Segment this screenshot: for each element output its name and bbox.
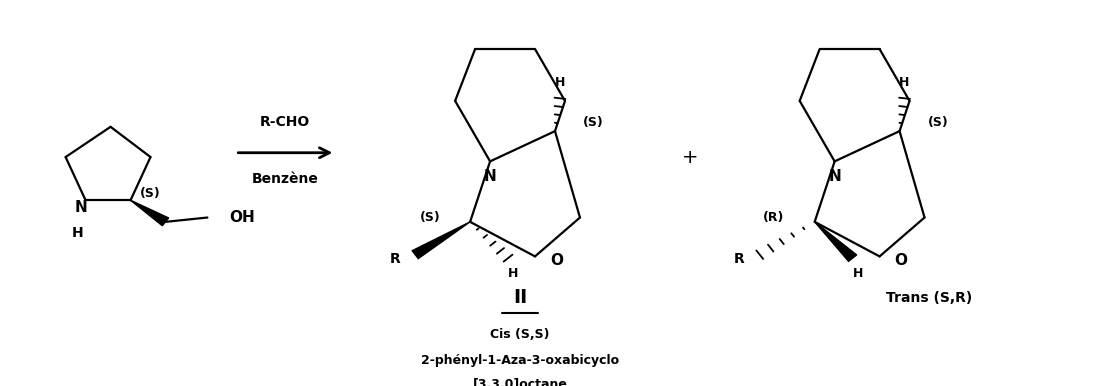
Text: H: H: [508, 267, 518, 280]
Text: R: R: [390, 252, 400, 266]
Text: R: R: [734, 252, 745, 266]
Text: Cis (S,S): Cis (S,S): [490, 328, 550, 341]
Text: II: II: [513, 288, 528, 307]
Polygon shape: [130, 200, 169, 226]
Text: (R): (R): [763, 211, 785, 224]
Polygon shape: [815, 222, 857, 261]
Text: H: H: [900, 76, 910, 89]
Text: H: H: [72, 226, 84, 240]
Text: O: O: [550, 253, 563, 268]
Text: H: H: [852, 267, 863, 280]
Text: [3.3.0]octane: [3.3.0]octane: [473, 378, 567, 386]
Text: Benzène: Benzène: [252, 172, 319, 186]
Text: (S): (S): [140, 187, 161, 200]
Text: H: H: [555, 76, 565, 89]
Text: OH: OH: [230, 210, 255, 225]
Text: (S): (S): [583, 116, 604, 129]
Text: 2-phényl-1-Aza-3-oxabicyclo: 2-phényl-1-Aza-3-oxabicyclo: [421, 354, 619, 367]
Polygon shape: [412, 222, 470, 259]
Text: N: N: [828, 169, 841, 185]
Text: +: +: [681, 147, 698, 166]
Text: R-CHO: R-CHO: [261, 115, 310, 129]
Text: N: N: [484, 169, 497, 185]
Text: (S): (S): [420, 211, 440, 224]
Text: O: O: [894, 253, 907, 268]
Text: Trans (S,R): Trans (S,R): [887, 291, 973, 305]
Text: (S): (S): [927, 116, 948, 129]
Text: N: N: [74, 200, 87, 215]
